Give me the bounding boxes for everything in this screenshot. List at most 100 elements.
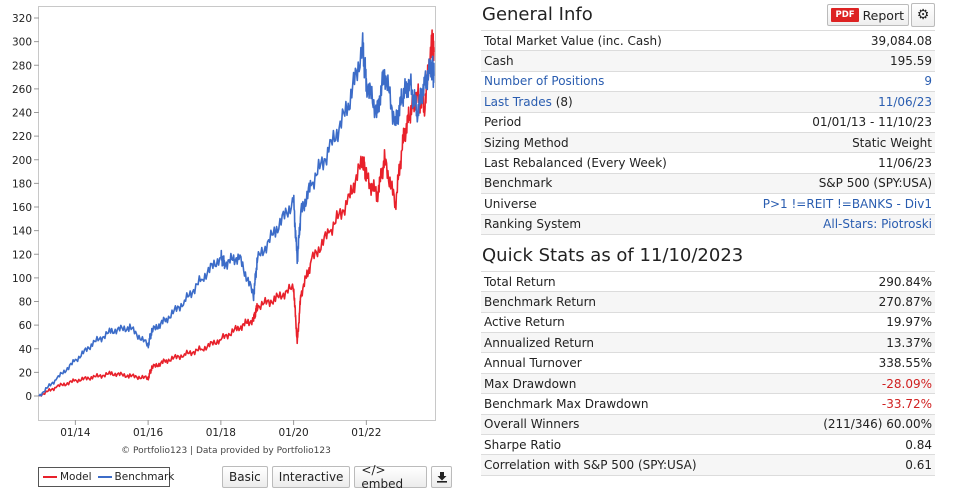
table-row: Sharpe Ratio 0.84	[481, 434, 935, 456]
gear-icon: ⚙	[916, 7, 930, 23]
quick-stats-title: Quick Stats as of 11/10/2023	[482, 244, 744, 266]
legend-swatch-benchmark	[97, 476, 112, 478]
y-tick-label: 100	[12, 273, 32, 285]
table-row: Max Drawdown -28.09%	[481, 373, 935, 395]
row-label: Annual Turnover	[481, 352, 779, 374]
row-label: Cash	[481, 50, 717, 72]
row-value: -28.09%	[778, 373, 935, 395]
row-label: Universe	[481, 193, 717, 215]
row-label: Active Return	[481, 312, 779, 334]
y-tick-label: 180	[12, 178, 32, 190]
y-tick-label: 160	[12, 202, 32, 214]
table-row: Correlation with S&P 500 (SPY:USA) 0.61	[481, 454, 935, 476]
y-tick-label: 300	[12, 37, 32, 49]
row-value: (211/346) 60.00%	[778, 414, 935, 436]
x-tick-label: 01/16	[133, 427, 164, 439]
table-row: Active Return 19.97%	[481, 312, 935, 334]
y-tick-label: 20	[19, 367, 32, 379]
y-tick-label: 200	[12, 155, 32, 167]
table-row: Universe P>1 !=REIT !=BANKS - Div1	[481, 193, 935, 215]
universe-link[interactable]: P>1 !=REIT !=BANKS - Div1	[762, 196, 932, 211]
row-label: Benchmark	[481, 173, 717, 195]
table-row: Benchmark Max Drawdown -33.72%	[481, 393, 935, 415]
row-value: 13.37%	[778, 332, 935, 354]
row-label: Correlation with S&P 500 (SPY:USA)	[481, 454, 779, 476]
report-label: Report	[862, 7, 904, 23]
row-label: Ranking System	[481, 214, 717, 235]
table-row: Benchmark Return 270.87%	[481, 291, 935, 313]
table-row: Benchmark S&P 500 (SPY:USA)	[481, 173, 935, 195]
row-value: 01/01/13 - 11/10/23	[716, 112, 935, 133]
last-trades-date-link[interactable]: 11/06/23	[878, 94, 932, 109]
series-line-model	[38, 29, 435, 397]
y-tick-label: 0	[25, 391, 32, 403]
row-label: Total Return	[481, 270, 779, 293]
x-tick-label: 01/22	[351, 427, 381, 439]
row-value: 0.61	[778, 454, 935, 476]
row-label: Sharpe Ratio	[481, 434, 779, 456]
chart-credit: © Portfolio123 | Data provided by Portfo…	[121, 446, 331, 456]
row-value: 290.84%	[778, 270, 935, 293]
y-tick-label: 80	[19, 297, 32, 309]
table-row: Ranking System All-Stars: Piotroski	[481, 214, 935, 235]
y-tick-label: 40	[19, 344, 32, 356]
x-tick-label: 01/14	[60, 427, 91, 439]
embed-button[interactable]: </> embed	[354, 463, 428, 491]
row-label: Total Market Value (inc. Cash)	[481, 29, 717, 52]
basic-button[interactable]: Basic	[222, 466, 268, 488]
row-label: Annualized Return	[481, 332, 779, 354]
row-value: 19.97%	[778, 312, 935, 334]
legend-label-benchmark: Benchmark	[114, 471, 175, 483]
last-trades-link[interactable]: Last Trades	[484, 94, 552, 109]
x-tick-label: 01/20	[278, 427, 308, 439]
row-label: Benchmark Max Drawdown	[481, 393, 779, 415]
legend-item-model[interactable]: Model	[43, 471, 92, 483]
y-tick-label: 240	[12, 108, 32, 120]
interactive-button[interactable]: Interactive	[271, 466, 351, 488]
row-label: Max Drawdown	[481, 373, 779, 395]
table-row: Annualized Return 13.37%	[481, 332, 935, 354]
report-button[interactable]: PDF Report	[827, 4, 909, 26]
table-row: Overall Winners (211/346) 60.00%	[481, 414, 935, 436]
row-value: S&P 500 (SPY:USA)	[716, 173, 935, 195]
last-trades-count: (8)	[551, 94, 573, 109]
y-tick-label: 60	[19, 320, 32, 332]
table-row: Sizing Method Static Weight	[481, 132, 935, 154]
number-of-positions-link[interactable]: Number of Positions	[484, 74, 605, 89]
performance-chart-panel: 0 20 40 60 80 100 120 140 160 180 200 220 240 260 280 3…	[0, 0, 452, 495]
chart-legend[interactable]: Model Benchmark	[38, 467, 174, 487]
table-row: Number of Positions 9	[481, 71, 935, 93]
row-value: 270.87%	[778, 291, 935, 313]
table-row: Period 01/01/13 - 11/10/23	[481, 112, 935, 133]
row-label: Sizing Method	[481, 132, 717, 154]
y-tick-label: 280	[12, 60, 32, 72]
legend-label-model: Model	[60, 471, 92, 483]
performance-chart[interactable]: 0 20 40 60 80 100 120 140 160 180 200 220 240 260 280 3…	[0, 0, 452, 446]
row-label: Last Rebalanced (Every Week)	[481, 152, 717, 174]
general-info-table: Total Market Value (inc. Cash) 39,084.08 …	[481, 29, 935, 235]
table-row: Total Return 290.84%	[481, 270, 935, 293]
info-panel: General Info PDF Report ⚙ Total Market V…	[481, 0, 935, 476]
row-value: 338.55%	[778, 352, 935, 374]
legend-item-benchmark[interactable]: Benchmark	[97, 471, 175, 483]
positions-count-link[interactable]: 9	[924, 74, 932, 89]
legend-swatch-model	[43, 476, 57, 478]
chart-button-row: Basic Interactive </> embed	[222, 463, 452, 491]
table-row: Total Market Value (inc. Cash) 39,084.08	[481, 29, 935, 52]
settings-button[interactable]: ⚙	[911, 3, 935, 27]
y-tick-label: 320	[12, 13, 32, 25]
row-value: 0.84	[778, 434, 935, 456]
y-tick-label: 260	[12, 84, 32, 96]
pdf-icon: PDF	[831, 8, 859, 22]
quick-stats-table: Total Return 290.84% Benchmark Return 270.…	[481, 270, 935, 476]
series-line-benchmark	[38, 32, 435, 397]
row-value: -33.72%	[778, 393, 935, 415]
row-label: Benchmark Return	[481, 291, 779, 313]
download-button[interactable]	[431, 466, 452, 488]
row-value: 11/06/23	[716, 152, 935, 174]
x-tick-label: 01/18	[206, 427, 236, 439]
table-row: Annual Turnover 338.55%	[481, 352, 935, 374]
row-value: 39,084.08	[716, 29, 935, 52]
ranking-system-link[interactable]: All-Stars: Piotroski	[823, 217, 932, 232]
table-row: Cash 195.59	[481, 50, 935, 72]
